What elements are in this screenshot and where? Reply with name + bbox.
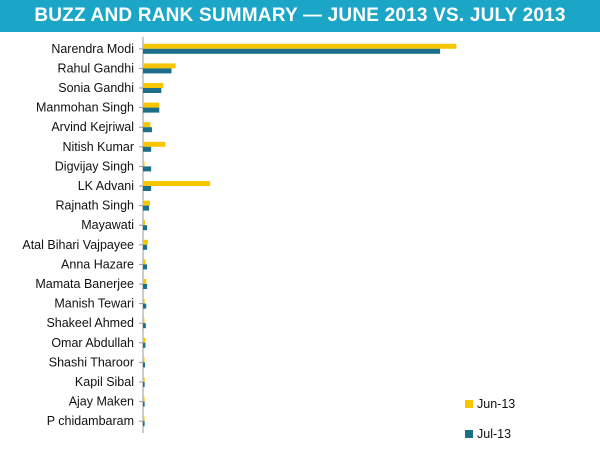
bar-jun <box>143 141 166 147</box>
category-label: Rajnath Singh <box>55 199 134 213</box>
category-label: Kapil Sibal <box>75 375 134 389</box>
bar-jun <box>143 318 145 324</box>
legend-label-jun: Jun-13 <box>477 397 515 411</box>
bar-jun <box>143 298 145 304</box>
category-label: Anna Hazare <box>61 257 134 271</box>
category-label: Ajay Maken <box>69 395 134 409</box>
chart-title: BUZZ AND RANK SUMMARY — JUNE 2013 VS. JU… <box>34 5 566 26</box>
bar-jul <box>143 186 152 191</box>
legend-label-jul: Jul-13 <box>477 427 511 441</box>
category-label: Narendra Modi <box>51 42 134 56</box>
category-label: Nitish Kumar <box>62 140 134 154</box>
category-label: Atal Bihari Vajpayee <box>22 238 134 252</box>
bar-jul <box>143 421 145 427</box>
category-label: Shakeel Ahmed <box>46 316 134 330</box>
bar-jul <box>143 107 160 113</box>
category-label: P chidambaram <box>47 414 134 428</box>
bar-jul <box>143 146 152 152</box>
title-bar: BUZZ AND RANK SUMMARY — JUNE 2013 VS. JU… <box>0 0 600 32</box>
bar-jun <box>143 377 145 382</box>
bar-jul <box>143 382 145 387</box>
bar-jun <box>143 43 457 49</box>
category-label: Manish Tewari <box>54 297 134 311</box>
bar-jul <box>143 68 172 74</box>
category-label: LK Advani <box>78 179 134 193</box>
bar-jul <box>143 244 148 250</box>
bar-jun <box>143 161 145 167</box>
bar-jul <box>143 401 145 407</box>
bar-jun <box>143 279 147 284</box>
bar-jun <box>143 83 164 88</box>
bar-jun <box>143 63 176 69</box>
bar-jun <box>143 122 151 128</box>
bar-jul <box>143 342 146 348</box>
bar-jun <box>143 259 146 265</box>
category-label: Rahul Gandhi <box>58 61 134 75</box>
bar-jul <box>143 323 146 329</box>
bar-jul <box>143 303 147 309</box>
bar-chart: Narendra Modi Rahul Gandhi Sonia Gandhi Man… <box>22 37 515 441</box>
bar-jul <box>143 264 148 270</box>
category-label: Sonia Gandhi <box>58 81 134 95</box>
bar-jul <box>143 48 441 54</box>
legend-swatch-jun <box>465 400 473 408</box>
bar-jun <box>143 416 145 422</box>
bar-jul <box>143 127 152 133</box>
bar-jun <box>143 337 146 343</box>
category-label: Shashi Tharoor <box>49 355 134 369</box>
bar-jun <box>143 220 146 226</box>
category-label: Digvijay Singh <box>55 159 134 173</box>
category-label: Omar Abdullah <box>51 336 134 350</box>
bar-jul <box>143 166 152 172</box>
bar-jun <box>143 239 148 245</box>
category-label: Mamata Banerjee <box>35 277 134 291</box>
bar-jul <box>143 205 150 211</box>
bar-jul <box>143 225 148 231</box>
bar-jun <box>143 102 160 108</box>
bar-jun <box>143 396 145 402</box>
bar-jun <box>143 200 150 206</box>
bar-jul <box>143 284 148 289</box>
category-label: Manmohan Singh <box>36 101 134 115</box>
bar-jul <box>143 88 162 93</box>
bar-jun <box>143 181 211 186</box>
bar-jul <box>143 362 146 368</box>
legend-swatch-jul <box>465 430 473 438</box>
bar-jun <box>143 357 145 363</box>
category-label: Arvind Kejriwal <box>51 120 134 134</box>
category-label: Mayawati <box>81 218 134 232</box>
